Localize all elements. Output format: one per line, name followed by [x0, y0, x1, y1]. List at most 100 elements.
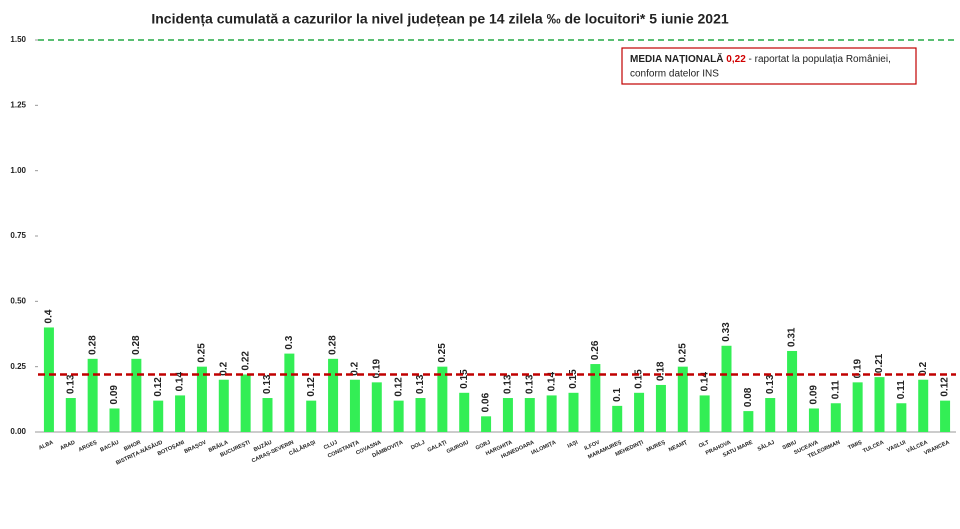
value-label: 0.21	[874, 353, 885, 373]
value-label: 0.19	[852, 358, 863, 378]
value-label: 0.11	[830, 380, 841, 399]
bar	[677, 366, 688, 432]
value-label: 0.09	[109, 385, 120, 405]
bar	[481, 416, 492, 432]
bar	[830, 403, 841, 432]
value-label: 0.2	[218, 361, 229, 375]
x-tick-label: ARAD	[59, 440, 76, 452]
value-label: 0.14	[175, 372, 186, 392]
x-tick-label: MUREȘ	[646, 440, 667, 454]
value-label: 0.15	[568, 369, 579, 389]
bar	[240, 374, 251, 432]
x-tick-label: VASLUI	[886, 439, 907, 453]
bar	[918, 379, 929, 432]
value-label: 0.13	[524, 374, 535, 394]
bar	[87, 358, 98, 432]
value-label: 0.19	[371, 358, 382, 378]
value-label: 0.13	[262, 374, 273, 394]
annotation-line-2: conform datelor INS	[630, 69, 719, 80]
annotation-bold: MEDIA NAȚIONALĂ	[630, 52, 724, 65]
value-label: 0.13	[503, 374, 514, 394]
x-tick-label: VRANCEA	[923, 440, 950, 457]
y-tick-label: 0.25	[10, 362, 26, 371]
value-label: 0.14	[699, 372, 710, 392]
value-label: 0.25	[677, 343, 688, 363]
bar	[787, 350, 798, 432]
value-label: 0.11	[896, 380, 907, 399]
bar	[262, 398, 273, 432]
annotation-box	[621, 47, 917, 85]
bar	[459, 392, 470, 432]
y-tick-label: 1.25	[10, 100, 26, 109]
x-tick-label: CLUJ	[323, 440, 339, 452]
x-tick-label: TULCEA	[862, 440, 885, 455]
bar	[218, 379, 229, 432]
bar	[284, 353, 295, 432]
x-tick-label: OLT	[698, 439, 711, 449]
value-label: 0.12	[153, 377, 164, 397]
value-label: 0.2	[918, 361, 929, 375]
bar	[109, 408, 120, 432]
bar	[65, 398, 76, 432]
x-tick-label: TIMIȘ	[847, 440, 863, 452]
bar	[721, 345, 732, 432]
bar	[852, 382, 863, 432]
value-label: 0.4	[44, 309, 55, 323]
x-tick-label: DOLJ	[410, 440, 426, 452]
value-label: 0.25	[437, 343, 448, 363]
x-tick-label: SĂLAJ	[756, 439, 775, 453]
bar	[655, 384, 666, 432]
value-label: 0.12	[306, 377, 317, 397]
bar	[546, 395, 557, 432]
value-label: 0.12	[940, 377, 951, 397]
value-label: 0.13	[415, 374, 426, 394]
bar	[437, 366, 448, 432]
annotation-value: 0,22	[726, 54, 746, 65]
chart-title: Incidența cumulată a cazurilor la nivel …	[151, 11, 729, 27]
bar	[393, 400, 404, 432]
x-tick-label: GIURGIU	[446, 440, 470, 455]
bar	[415, 398, 426, 432]
value-label: 0.09	[809, 385, 820, 405]
x-tick-label: IAȘI	[567, 439, 580, 449]
bar	[896, 403, 907, 432]
bar	[940, 400, 951, 432]
value-label: 0.28	[87, 335, 98, 355]
y-tick-label: 1.50	[10, 35, 26, 44]
x-tick-label: BACĂU	[99, 439, 120, 454]
value-label: 0.1	[612, 388, 623, 402]
annotation-line-1: MEDIA NAȚIONALĂ 0,22 - raportat la popul…	[630, 52, 891, 65]
y-tick-label: 1.00	[10, 166, 26, 175]
value-label: 0.15	[634, 369, 645, 389]
x-tick-label: BRAȘOV	[184, 440, 208, 456]
value-label: 0.28	[328, 335, 339, 355]
bar	[131, 358, 142, 432]
value-label: 0.13	[65, 374, 76, 394]
y-tick-label: 0.50	[10, 296, 26, 305]
x-tick-label: SIBIU	[782, 440, 798, 452]
bar	[371, 382, 382, 432]
bar	[328, 358, 339, 432]
bar	[743, 411, 754, 432]
value-label: 0.06	[481, 392, 492, 412]
bar	[874, 377, 885, 432]
bar	[765, 398, 776, 432]
bar	[808, 408, 819, 432]
value-label: 0.08	[743, 387, 754, 407]
bar	[568, 392, 579, 432]
bar	[196, 366, 207, 432]
bar	[502, 398, 513, 432]
annotation-text: - raportat la populația României,	[749, 54, 891, 65]
bar	[612, 405, 623, 432]
bar	[153, 400, 164, 432]
x-tick-label: IALOMIȚA	[530, 440, 557, 457]
x-tick-label: ARGEȘ	[78, 440, 99, 454]
value-label: 0.14	[546, 372, 557, 392]
bar	[349, 379, 360, 432]
bar	[699, 395, 710, 432]
value-label: 0.25	[197, 343, 208, 363]
bar	[43, 327, 54, 432]
value-label: 0.13	[765, 374, 776, 394]
value-label: 0.18	[656, 361, 667, 381]
